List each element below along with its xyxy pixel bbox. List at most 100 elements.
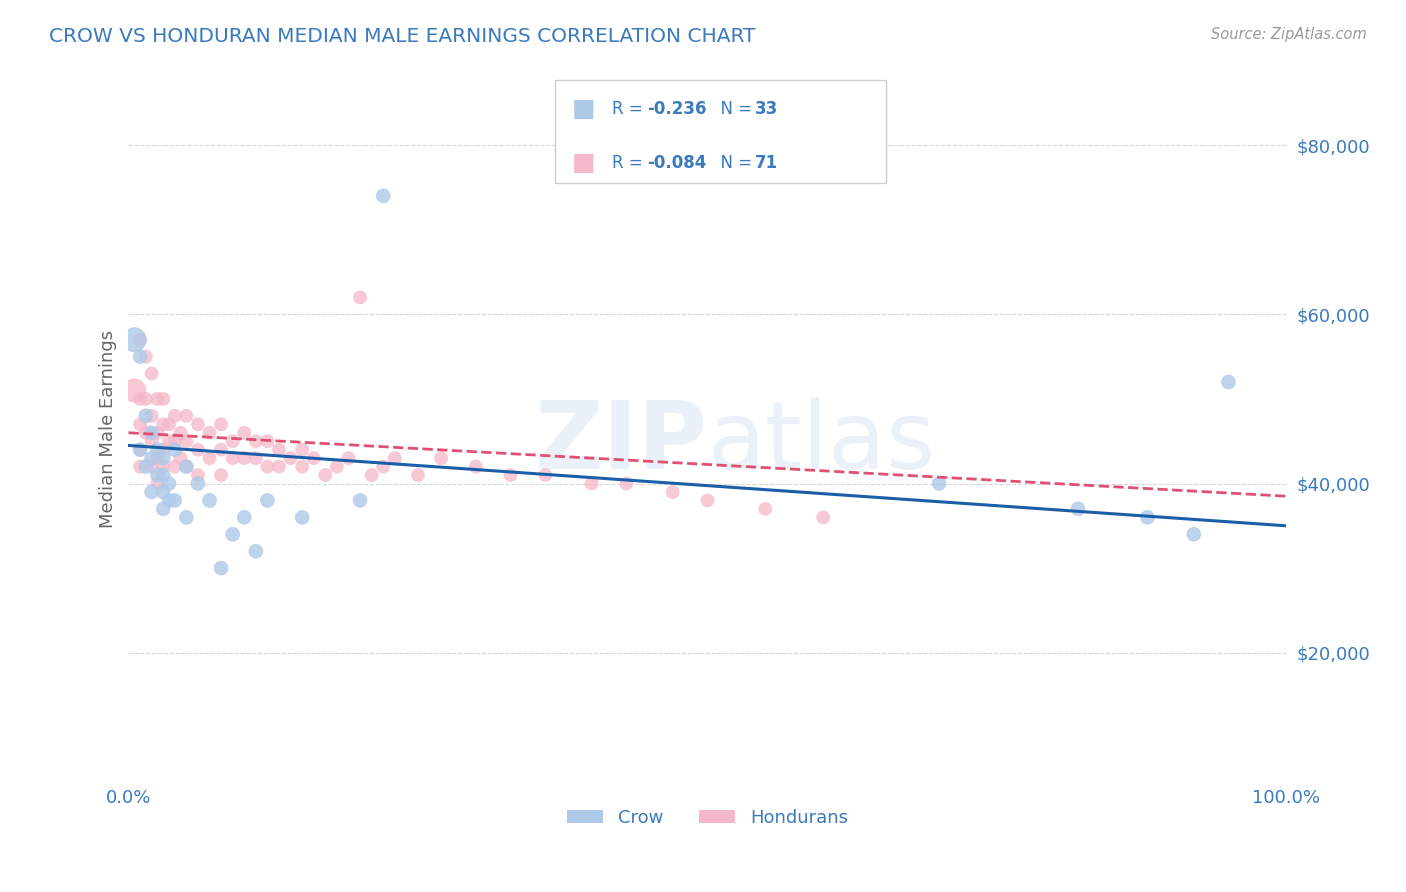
Point (141, 409, 163, 423)
Point (187, 476, 209, 491)
Point (141, 459, 163, 474)
Point (245, 451, 267, 466)
Point (1136, 510, 1159, 524)
Point (209, 468, 232, 483)
Point (221, 451, 243, 466)
Point (267, 442, 290, 457)
Point (198, 493, 221, 508)
Text: R =: R = (612, 154, 648, 172)
Point (209, 561, 232, 575)
Point (291, 510, 314, 524)
Point (187, 417, 209, 432)
Point (129, 392, 152, 406)
Point (384, 451, 406, 466)
Point (430, 451, 453, 466)
Text: CROW VS HONDURAN MEDIAN MALE EARNINGS CORRELATION CHART: CROW VS HONDURAN MEDIAN MALE EARNINGS CO… (49, 27, 755, 45)
Point (135, 392, 157, 406)
Point (464, 459, 486, 474)
Point (176, 459, 198, 474)
Point (198, 425, 221, 440)
Point (135, 459, 157, 474)
Point (581, 476, 603, 491)
Point (187, 468, 209, 483)
Point (245, 544, 267, 558)
Text: N =: N = (710, 154, 758, 172)
Point (696, 493, 718, 508)
Point (157, 434, 180, 449)
Point (169, 425, 191, 440)
Point (141, 451, 163, 466)
Point (122, 333, 145, 347)
Point (176, 459, 198, 474)
Point (349, 290, 371, 304)
Y-axis label: Median Male Earnings: Median Male Earnings (100, 329, 117, 527)
Point (406, 468, 429, 483)
Point (754, 502, 776, 516)
Point (141, 425, 163, 440)
Point (256, 434, 278, 449)
Point (176, 409, 198, 423)
Point (163, 493, 186, 508)
Point (129, 417, 152, 432)
Point (152, 459, 174, 474)
Point (129, 459, 152, 474)
Point (291, 459, 314, 474)
Text: atlas: atlas (707, 397, 936, 489)
Text: -0.236: -0.236 (647, 100, 706, 118)
Point (157, 417, 180, 432)
Point (152, 485, 174, 500)
Point (135, 409, 157, 423)
Point (337, 451, 360, 466)
Point (302, 451, 325, 466)
Point (187, 442, 209, 457)
Point (256, 459, 278, 474)
Point (129, 333, 152, 347)
Point (152, 392, 174, 406)
Point (141, 485, 163, 500)
Point (152, 451, 174, 466)
Point (163, 409, 186, 423)
Text: N =: N = (710, 100, 758, 118)
Text: -0.084: -0.084 (647, 154, 706, 172)
Point (209, 442, 232, 457)
Point (152, 502, 174, 516)
Point (314, 468, 336, 483)
Point (373, 189, 395, 203)
Text: 33: 33 (755, 100, 779, 118)
Point (129, 350, 152, 364)
Point (129, 442, 152, 457)
Point (146, 468, 169, 483)
Point (928, 476, 950, 491)
Text: Source: ZipAtlas.com: Source: ZipAtlas.com (1211, 27, 1367, 42)
Point (163, 434, 186, 449)
Point (152, 468, 174, 483)
Point (534, 468, 557, 483)
Point (1067, 502, 1090, 516)
Point (326, 459, 349, 474)
Point (141, 434, 163, 449)
Point (146, 425, 169, 440)
Point (1182, 527, 1205, 541)
Point (129, 442, 152, 457)
Point (146, 442, 169, 457)
Point (280, 451, 302, 466)
Point (176, 510, 198, 524)
Point (233, 425, 256, 440)
Point (221, 434, 243, 449)
Point (221, 527, 243, 541)
Point (291, 442, 314, 457)
Point (1218, 375, 1240, 389)
Point (146, 392, 169, 406)
Point (233, 451, 256, 466)
Point (157, 493, 180, 508)
Point (813, 510, 835, 524)
Point (176, 434, 198, 449)
Point (661, 485, 683, 500)
Text: ■: ■ (572, 97, 596, 120)
Text: ■: ■ (572, 152, 596, 175)
Text: ZIP: ZIP (534, 397, 707, 489)
Point (256, 493, 278, 508)
Point (499, 468, 522, 483)
Point (245, 434, 267, 449)
Point (122, 384, 145, 398)
